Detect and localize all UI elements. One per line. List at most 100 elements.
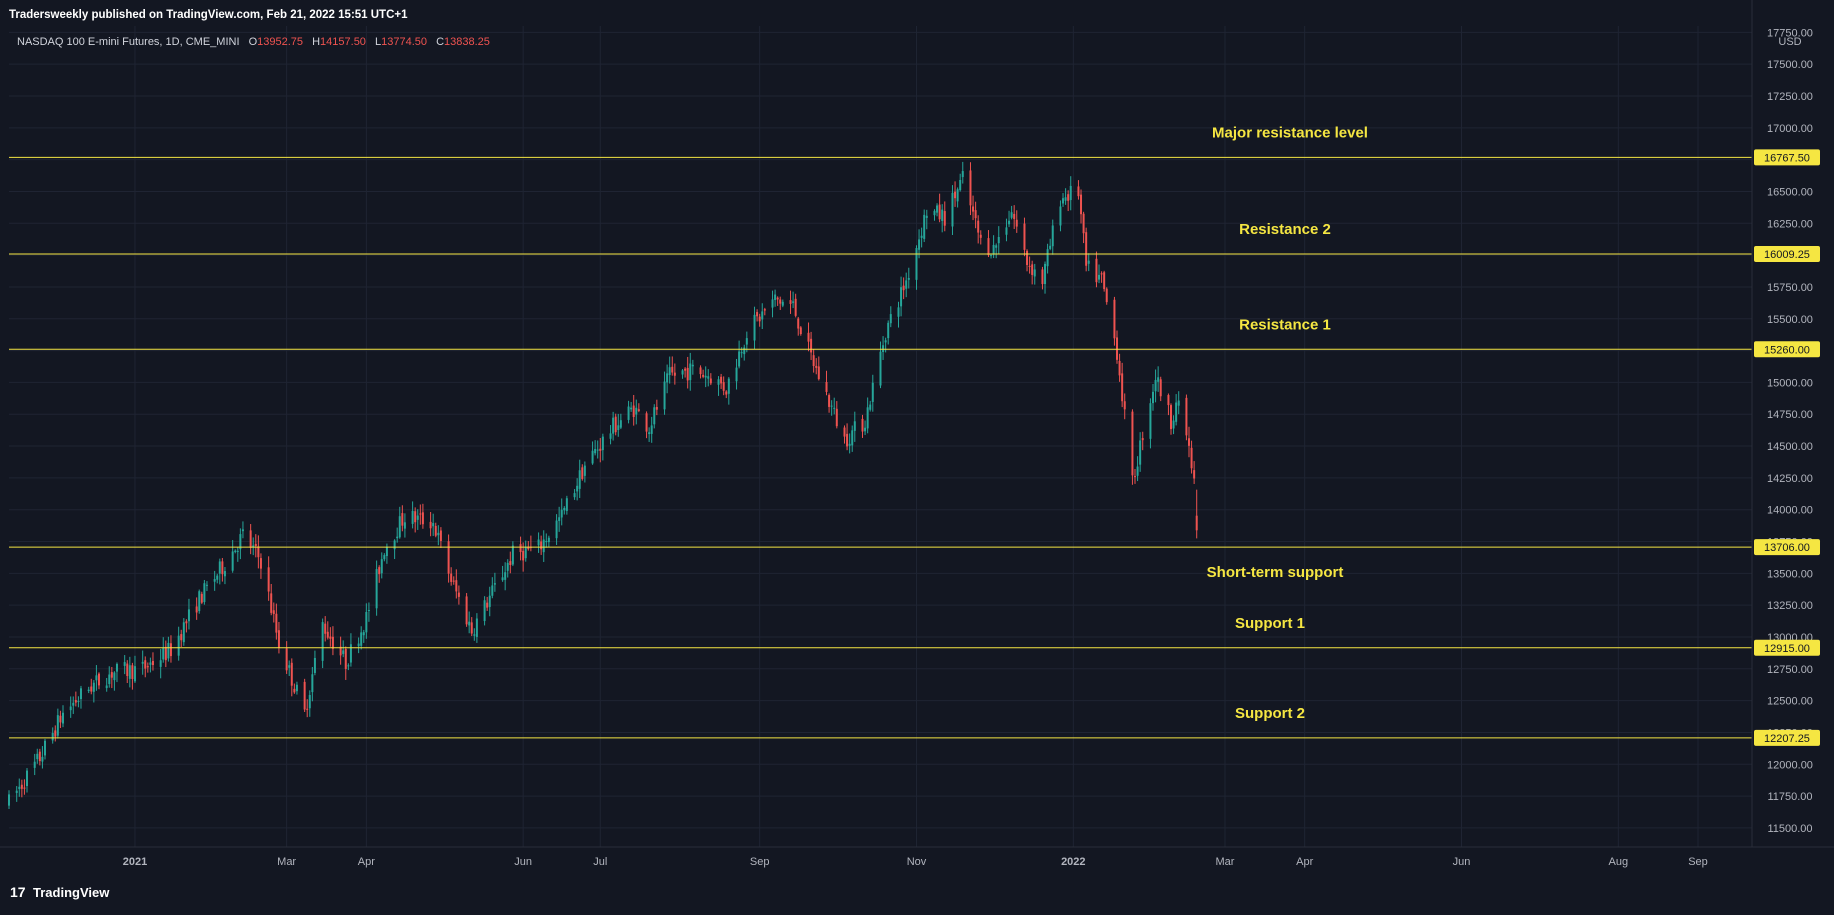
candle-body[interactable] <box>810 338 813 353</box>
candle-body[interactable] <box>655 407 658 410</box>
candle-body[interactable] <box>887 322 890 339</box>
candle-body[interactable] <box>329 636 332 639</box>
candle-body[interactable] <box>254 544 257 546</box>
candle-body[interactable] <box>1170 405 1172 430</box>
candle-body[interactable] <box>344 649 347 670</box>
candle-body[interactable] <box>1046 249 1049 267</box>
candle-body[interactable] <box>231 551 234 571</box>
candle-body[interactable] <box>699 367 702 375</box>
candle-body[interactable] <box>1100 273 1103 275</box>
candle-body[interactable] <box>735 367 738 382</box>
candle-body[interactable] <box>648 432 651 435</box>
candle-body[interactable] <box>270 593 273 613</box>
candle-body[interactable] <box>527 546 530 550</box>
candle-body[interactable] <box>331 636 334 649</box>
candle-body[interactable] <box>159 660 162 667</box>
candle-body[interactable] <box>475 618 478 637</box>
candle-body[interactable] <box>483 600 486 622</box>
horizontal-levels[interactable] <box>9 156 1752 739</box>
candle-body[interactable] <box>398 516 401 538</box>
candle-body[interactable] <box>362 632 365 636</box>
candle-body[interactable] <box>576 485 579 492</box>
candle-body[interactable] <box>288 665 291 668</box>
candle-body[interactable] <box>234 550 237 552</box>
candle-body[interactable] <box>213 579 216 582</box>
candle-body[interactable] <box>776 297 779 300</box>
candle-body[interactable] <box>668 367 671 376</box>
candle-body[interactable] <box>959 179 962 191</box>
candle-body[interactable] <box>920 235 923 238</box>
candle-body[interactable] <box>1067 194 1070 201</box>
candle-body[interactable] <box>236 550 239 552</box>
candle-body[interactable] <box>470 622 473 634</box>
candle-body[interactable] <box>702 374 705 377</box>
candle-body[interactable] <box>902 285 905 291</box>
candle-body[interactable] <box>954 191 957 199</box>
candle-body[interactable] <box>1064 197 1067 201</box>
candle-body[interactable] <box>707 376 710 379</box>
candle-body[interactable] <box>725 391 728 395</box>
candle-body[interactable] <box>509 561 512 566</box>
candle-body[interactable] <box>828 395 831 407</box>
candle-body[interactable] <box>1015 219 1018 227</box>
candle-body[interactable] <box>491 585 494 596</box>
candle-body[interactable] <box>290 662 293 686</box>
candle-body[interactable] <box>488 595 491 607</box>
candle-body[interactable] <box>907 277 910 280</box>
candle-body[interactable] <box>257 546 260 558</box>
candle-body[interactable] <box>601 436 604 451</box>
candle-body[interactable] <box>807 332 810 342</box>
candle-body[interactable] <box>555 520 558 539</box>
candle-body[interactable] <box>689 363 692 381</box>
candle-body[interactable] <box>941 209 944 222</box>
candle-body[interactable] <box>455 580 458 592</box>
candle-body[interactable] <box>1005 227 1008 235</box>
candle-body[interactable] <box>979 234 982 238</box>
candle-body[interactable] <box>123 662 126 666</box>
candle-body[interactable] <box>545 540 548 543</box>
candle-body[interactable] <box>745 338 748 345</box>
candle-body[interactable] <box>493 583 496 585</box>
candle-body[interactable] <box>61 712 64 724</box>
candle-body[interactable] <box>709 378 712 384</box>
candle-body[interactable] <box>938 204 941 220</box>
candle-body[interactable] <box>609 433 612 439</box>
candle-body[interactable] <box>1085 232 1088 266</box>
candle-body[interactable] <box>650 425 653 434</box>
candle-body[interactable] <box>421 512 424 525</box>
candle-body[interactable] <box>835 408 838 427</box>
candle-body[interactable] <box>167 642 170 659</box>
candle-body[interactable] <box>812 355 815 367</box>
candle-body[interactable] <box>149 662 152 665</box>
candle-body[interactable] <box>1154 379 1157 392</box>
candle-body[interactable] <box>128 665 131 679</box>
candle-body[interactable] <box>594 449 597 454</box>
tradingview-logo-icon[interactable]: 17 <box>10 884 26 900</box>
candle-body[interactable] <box>1077 186 1080 197</box>
candle-body[interactable] <box>933 210 936 216</box>
candle-body[interactable] <box>401 513 404 526</box>
candle-body[interactable] <box>671 366 674 373</box>
candle-body[interactable] <box>1139 440 1142 465</box>
candle-body[interactable] <box>205 584 208 586</box>
candle-body[interactable] <box>560 509 563 518</box>
candle-body[interactable] <box>1082 213 1085 234</box>
candle-body[interactable] <box>195 606 198 613</box>
candle-body[interactable] <box>717 379 720 385</box>
candle-body[interactable] <box>437 532 440 536</box>
candle-body[interactable] <box>383 555 386 560</box>
candle-body[interactable] <box>1103 272 1106 290</box>
candle-body[interactable] <box>36 753 39 760</box>
candle-body[interactable] <box>635 407 638 415</box>
candle-body[interactable] <box>925 215 928 218</box>
candle-body[interactable] <box>185 621 188 624</box>
candle-body[interactable] <box>108 674 111 684</box>
candle-body[interactable] <box>781 301 784 306</box>
candle-body[interactable] <box>439 530 442 541</box>
candle-body[interactable] <box>411 510 414 524</box>
candle-body[interactable] <box>133 666 136 682</box>
candle-body[interactable] <box>684 368 687 371</box>
candle-body[interactable] <box>961 171 964 178</box>
candle-body[interactable] <box>15 790 18 793</box>
